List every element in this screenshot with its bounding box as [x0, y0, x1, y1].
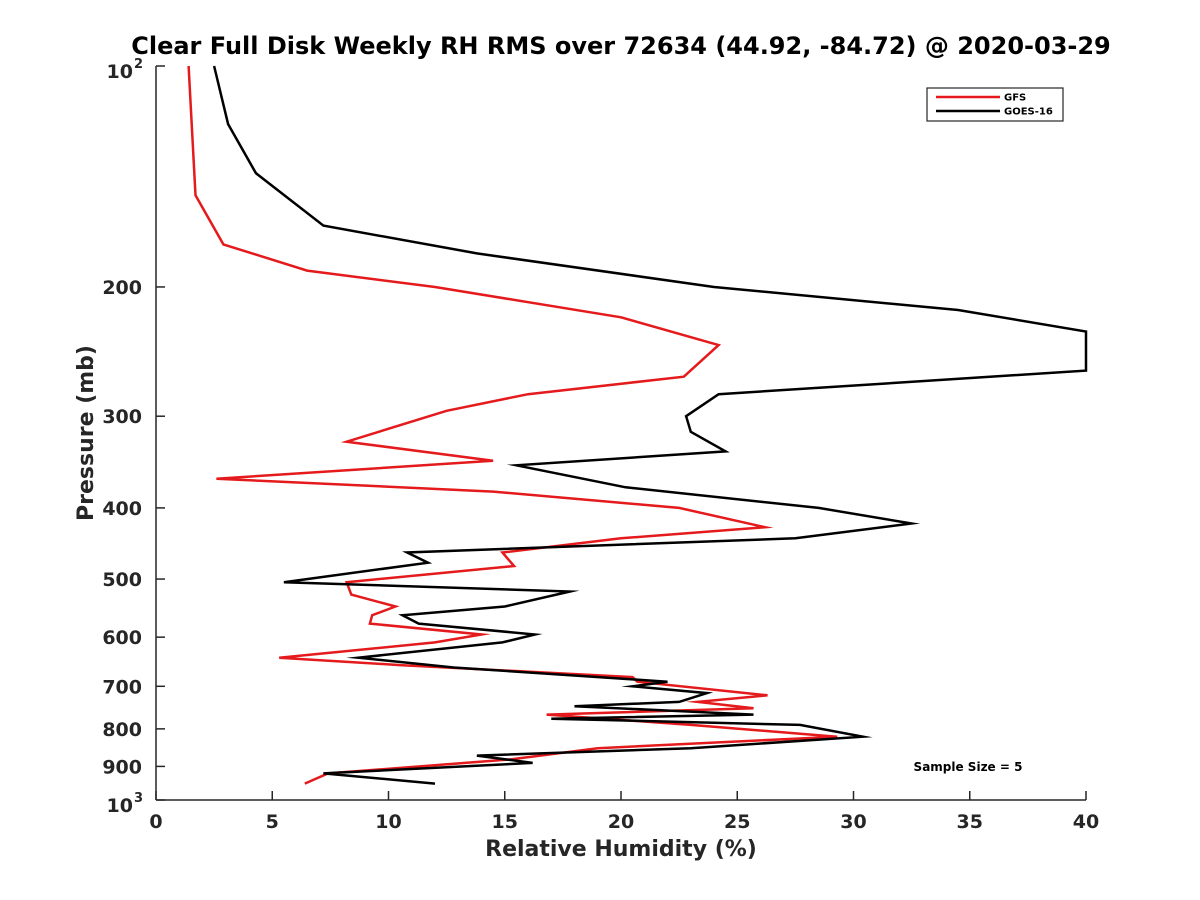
chart-title: Clear Full Disk Weekly RH RMS over 72634…	[131, 32, 1111, 60]
y-tick-label: 400	[102, 498, 142, 520]
y-tick-label: 600	[102, 627, 142, 649]
series-line-goes16	[212, 65, 1088, 785]
x-tick-label: 10	[375, 811, 401, 833]
x-tick-label: 0	[149, 811, 162, 833]
y-axis-label: Pressure (mb)	[74, 345, 99, 521]
y-tick-label: 900	[102, 756, 142, 778]
y-tick-label-decade: 10	[107, 795, 133, 817]
y-tick-label: 500	[102, 569, 142, 591]
x-tick-label: 5	[266, 811, 279, 833]
x-tick-label: 25	[724, 811, 750, 833]
series-layer	[187, 65, 1088, 785]
legend: GFS GOES-16	[926, 87, 1064, 122]
sample-size-annotation: Sample Size = 5	[914, 760, 1023, 774]
x-axis-label: Relative Humidity (%)	[485, 837, 757, 862]
x-tick-label: 30	[840, 811, 866, 833]
series-line-gfs	[187, 65, 838, 785]
x-tick-label: 40	[1073, 811, 1099, 833]
x-tick-label: 20	[608, 811, 634, 833]
x-axis-ticks: 0 5 10 15 20 25 30 35 40	[149, 791, 1099, 833]
y-tick-label: 200	[102, 277, 142, 299]
y-tick-exponent: 2	[134, 57, 143, 72]
legend-box	[926, 87, 1064, 122]
x-tick-label: 35	[957, 811, 983, 833]
x-tick-label: 15	[492, 811, 518, 833]
y-tick-label: 700	[102, 676, 142, 698]
y-tick-label: 800	[102, 719, 142, 741]
y-tick-label-decade: 10	[107, 61, 133, 83]
plot-area	[155, 66, 1086, 801]
y-tick-label: 300	[102, 406, 142, 428]
y-tick-exponent: 3	[134, 791, 143, 806]
legend-label-gfs: GFS	[1004, 93, 1026, 104]
legend-label-goes16: GOES-16	[1004, 107, 1053, 118]
